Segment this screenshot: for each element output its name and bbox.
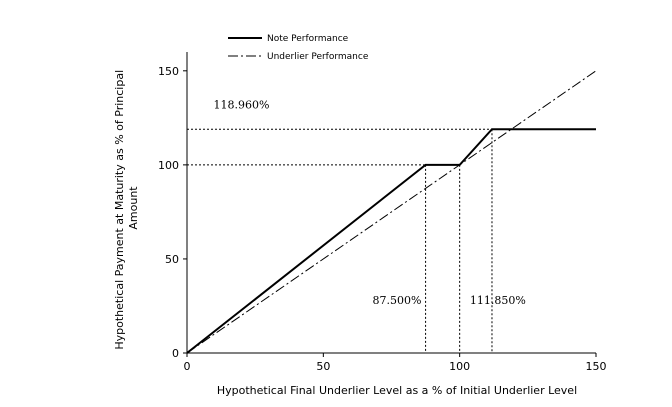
value-annotation: 87.500% (372, 294, 421, 307)
x-tick-label: 100 (449, 360, 470, 373)
y-axis-label-line-1: Hypothetical Payment at Maturity as % of… (113, 70, 126, 350)
y-tick-label: 50 (165, 253, 179, 266)
series-line-note-performance (186, 128, 596, 354)
legend: Note Performance Underlier Performance (228, 34, 369, 62)
x-tick-label: 0 (184, 360, 191, 373)
y-tick-label: 150 (158, 65, 179, 78)
series-line-underlier-performance (186, 70, 597, 354)
x-tick-label: 150 (586, 360, 607, 373)
legend-label-note-performance: Note Performance (267, 34, 349, 44)
value-annotation: 111.850% (470, 294, 526, 307)
x-tick-label: 50 (316, 360, 330, 373)
axes: 0 50 100 150 0 50 100 150 (158, 52, 607, 373)
y-tick-label: 0 (172, 347, 179, 360)
y-axis-label-line-2: Amount (127, 186, 140, 230)
reference-lines (187, 128, 493, 353)
value-annotation: 118.960% (214, 98, 270, 111)
series-layer (186, 70, 597, 354)
y-axis-label: Hypothetical Payment at Maturity as % of… (113, 66, 140, 349)
y-tick-label: 100 (158, 159, 179, 172)
legend-label-underlier-performance: Underlier Performance (267, 52, 369, 62)
x-axis-label: Hypothetical Final Underlier Level as a … (217, 384, 577, 397)
annotations: 118.960% 87.500% 111.850% (214, 98, 526, 307)
